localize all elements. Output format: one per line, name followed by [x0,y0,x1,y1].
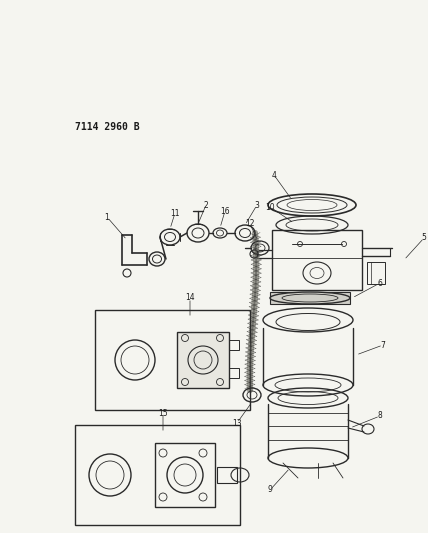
Bar [75,425,240,525]
Text: 4: 4 [271,171,276,180]
Text: 9: 9 [268,486,273,495]
Text: 2: 2 [204,200,208,209]
Bar [270,292,350,304]
Text: 14: 14 [185,294,195,303]
Text: 13: 13 [232,418,242,427]
Text: 7114 2960 B: 7114 2960 B [75,122,140,132]
Bar [155,443,215,507]
Bar [229,340,239,350]
Bar [272,230,362,290]
Text: 7: 7 [380,341,386,350]
Bar [95,310,250,410]
Text: 5: 5 [422,233,426,243]
Text: 3: 3 [255,200,259,209]
Text: 16: 16 [220,206,230,215]
Text: 1: 1 [104,213,110,222]
Text: 11: 11 [170,208,180,217]
Bar [367,262,385,284]
Text: 12: 12 [245,220,255,229]
Bar [217,467,237,483]
Text: 10: 10 [265,203,275,212]
Bar [229,368,239,378]
Text: 15: 15 [158,408,168,417]
Text: 6: 6 [377,279,383,287]
Ellipse shape [270,292,350,304]
Bar [177,332,229,388]
Text: 8: 8 [377,411,382,421]
